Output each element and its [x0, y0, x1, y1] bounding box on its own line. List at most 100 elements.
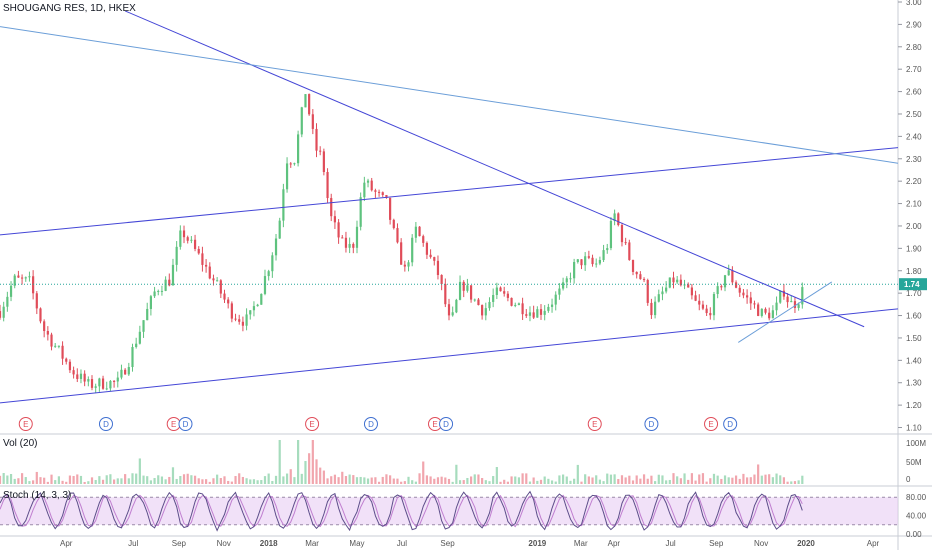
volume-bar: [757, 464, 760, 484]
volume-bar: [771, 477, 774, 484]
candle-body: [764, 308, 767, 313]
candle-body: [790, 301, 793, 303]
volume-bar: [241, 476, 245, 484]
candle-body: [477, 299, 480, 306]
candle-body: [230, 303, 233, 319]
candle-body: [407, 262, 410, 267]
candle-body: [50, 334, 53, 347]
candle-body: [87, 379, 90, 382]
volume-bar: [606, 473, 609, 484]
candle-body: [131, 347, 134, 368]
event-label: E: [171, 420, 176, 429]
event-marker-e: [704, 417, 719, 431]
candle-body: [760, 308, 763, 316]
candle-body: [705, 308, 708, 314]
candle-body: [293, 163, 296, 165]
volume-bar: [602, 481, 605, 484]
candle-body: [223, 293, 226, 300]
volume-bar: [201, 479, 204, 484]
candle-body: [297, 134, 300, 164]
candle-body: [274, 238, 278, 256]
volume-bar: [712, 473, 716, 484]
candle-body: [602, 250, 605, 260]
event-label: D: [443, 420, 449, 429]
candle-body: [190, 239, 193, 241]
x-tick-label: Jul: [397, 539, 407, 548]
candle-body: [668, 277, 671, 288]
candle-body: [355, 226, 359, 248]
volume-bar: [613, 474, 616, 484]
candle-body: [786, 296, 789, 303]
volume-bar: [39, 477, 42, 484]
candle-body: [657, 294, 660, 302]
volume-bar: [392, 478, 395, 484]
candle-body: [506, 293, 509, 298]
trendline: [124, 10, 865, 328]
volume-bar: [407, 476, 410, 484]
candle-body: [495, 287, 498, 295]
candle-body: [341, 237, 344, 239]
volume-bar: [171, 467, 175, 484]
x-tick-label: 2019: [528, 539, 546, 548]
volume-bar: [98, 476, 101, 484]
candle-body: [499, 287, 502, 292]
y-tick-label: 1.20: [906, 401, 922, 410]
candle-body: [322, 151, 325, 173]
volume-bar: [249, 479, 252, 484]
y-tick-label: 2.70: [906, 65, 922, 74]
last-price-label: 1.74: [904, 280, 920, 289]
volume-bar: [138, 458, 141, 484]
volume-bar: [326, 478, 329, 484]
event-label: D: [103, 420, 109, 429]
volume-bar: [2, 473, 5, 484]
y-tick-label: 2.80: [906, 43, 922, 52]
candle-body: [613, 213, 616, 221]
volume-bar: [76, 474, 79, 484]
candle-body: [429, 254, 432, 258]
volume-bar: [764, 474, 767, 484]
candle-body: [304, 94, 307, 108]
volume-bar: [550, 480, 554, 484]
volume-bar: [801, 475, 804, 484]
candle-body: [109, 380, 112, 389]
candle-body: [57, 345, 60, 347]
x-tick-label: Sep: [709, 539, 724, 548]
volume-bar: [790, 481, 793, 484]
volume-bar: [797, 480, 800, 484]
candle-body: [550, 304, 554, 307]
candle-body: [0, 311, 2, 318]
volume-bar: [488, 481, 491, 484]
candle-body: [683, 284, 686, 286]
volume-bar: [400, 481, 403, 484]
event-marker-d: [178, 417, 193, 431]
stoch-k-line: [0, 490, 803, 532]
volume-bar: [341, 471, 344, 484]
volume-bar: [330, 476, 333, 484]
volume-bar: [514, 476, 517, 484]
volume-bar: [381, 476, 384, 484]
candle-body: [344, 237, 348, 248]
volume-bar: [650, 475, 653, 484]
volume-bar: [554, 481, 557, 484]
volume-bar: [160, 476, 164, 484]
candle-body: [466, 285, 469, 291]
candle-body: [716, 286, 719, 295]
candle-body: [300, 107, 303, 135]
volume-bar: [720, 478, 723, 484]
candle-body: [175, 246, 178, 265]
candle-body: [462, 281, 465, 291]
candle-body: [436, 260, 440, 275]
candle-body: [528, 312, 532, 316]
stoch-tick-label: 40.00: [906, 512, 927, 521]
volume-bar: [79, 475, 83, 484]
candle-body: [514, 304, 517, 306]
x-tick-label: Mar: [574, 539, 588, 548]
candle-body: [377, 191, 381, 193]
candle-body: [653, 301, 657, 316]
volume-bar: [168, 476, 171, 484]
event-label: E: [592, 420, 597, 429]
candle-body: [374, 190, 377, 192]
candle-body: [609, 220, 613, 249]
candle-body: [539, 309, 543, 315]
volume-bar: [653, 481, 657, 484]
